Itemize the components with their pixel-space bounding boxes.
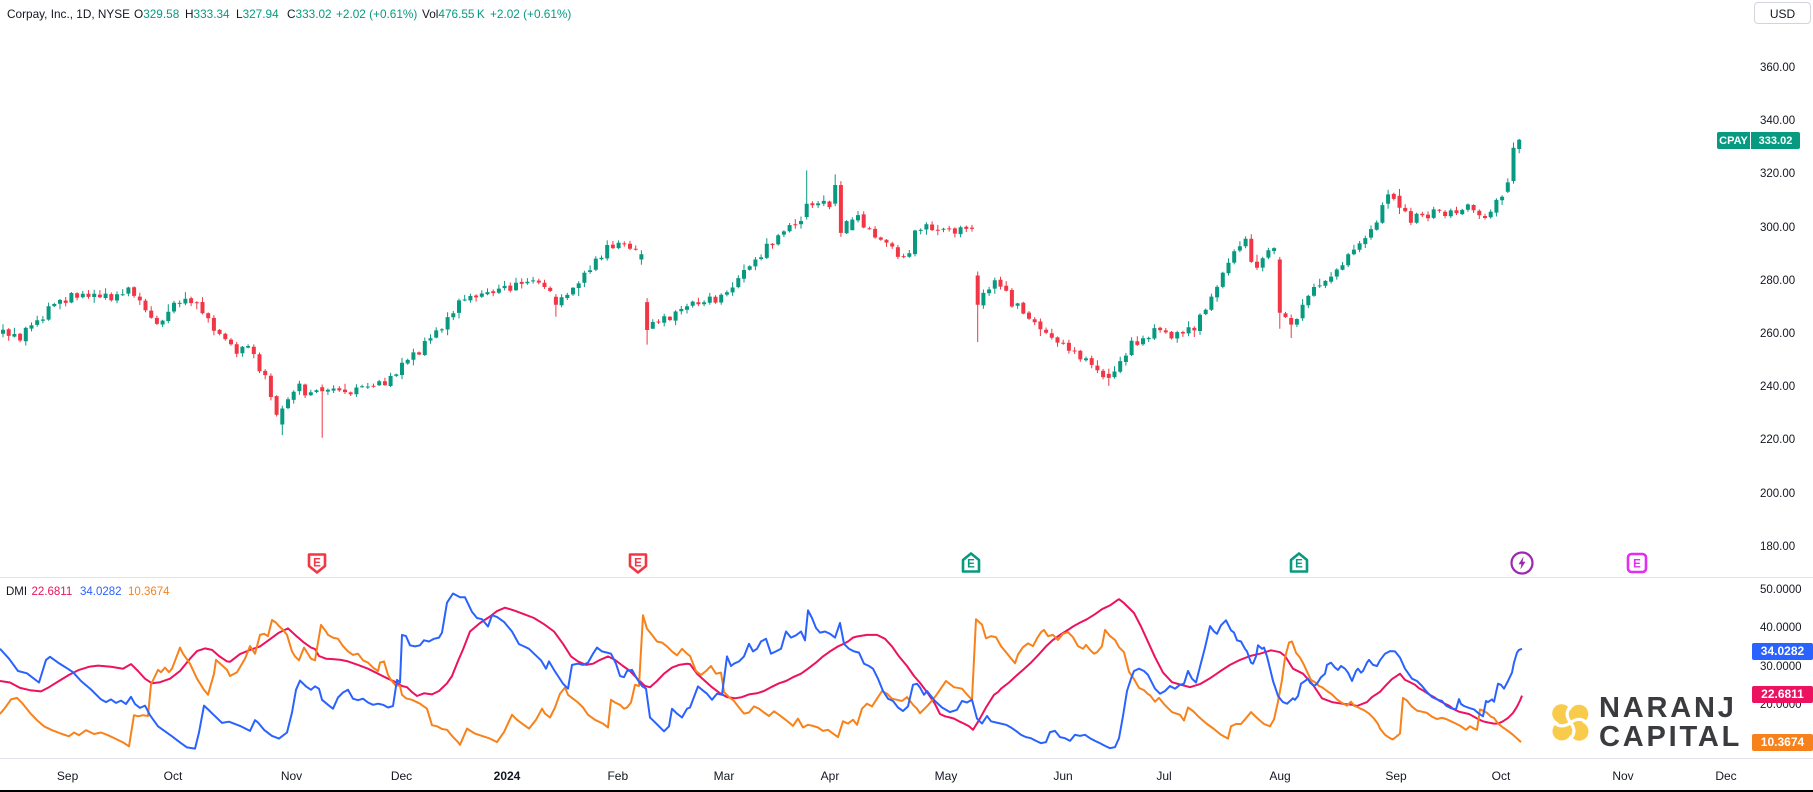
svg-text:E: E: [634, 558, 642, 570]
svg-text:E: E: [1295, 559, 1303, 571]
svg-text:E: E: [1633, 559, 1641, 571]
svg-text:E: E: [967, 559, 975, 571]
svg-text:E: E: [313, 558, 321, 570]
